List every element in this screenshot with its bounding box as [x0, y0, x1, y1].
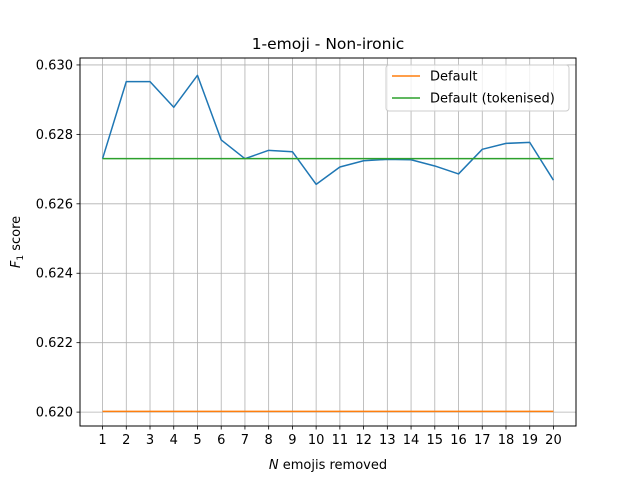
y-tick-label: 0.624	[36, 267, 73, 282]
x-tick-label: 20	[545, 433, 562, 448]
legend: Default Default (tokenised)	[385, 64, 570, 112]
series-layer	[101, 74, 555, 413]
x-tick-label: 13	[379, 433, 396, 448]
y-axis-label: F1 score	[9, 216, 26, 268]
x-tick-label: 9	[288, 433, 296, 448]
x-tick-label: 2	[122, 433, 130, 448]
x-tick-label: 8	[265, 433, 273, 448]
x-tick-label: 16	[450, 433, 467, 448]
y-tick-label: 0.630	[36, 58, 73, 73]
x-tick-label: 12	[355, 433, 372, 448]
y-axis-label-variable: F	[9, 260, 24, 268]
y-tick-label: 0.622	[36, 336, 73, 351]
x-tick-label: 7	[241, 433, 249, 448]
y-axis-label-subscript: 1	[16, 255, 26, 261]
y-tick-label: 0.626	[36, 197, 73, 212]
x-tick-label: 14	[403, 433, 420, 448]
x-tick-label: 1	[98, 433, 106, 448]
legend-label-default-tokenised: Default (tokenised)	[430, 92, 555, 107]
x-tick-label: 19	[521, 433, 538, 448]
x-tick-label: 11	[332, 433, 349, 448]
x-tick-label: 10	[308, 433, 325, 448]
chart-title: 1-emoji - Non-ironic	[252, 35, 405, 53]
plot-frame	[79, 57, 577, 427]
legend-box	[385, 64, 570, 112]
x-axis-label-text: emojis removed	[279, 458, 388, 473]
y-axis-label-text: score	[9, 216, 24, 255]
x-tick-label: 5	[193, 433, 201, 448]
x-tick-label: 6	[217, 433, 225, 448]
x-axis-label: N emojis removed	[269, 458, 387, 473]
x-axis-label-variable: N	[269, 458, 279, 473]
x-tick-label: 3	[146, 433, 154, 448]
x-tick-label: 17	[474, 433, 491, 448]
x-tick-label: 15	[427, 433, 444, 448]
x-tick-label: 18	[498, 433, 515, 448]
y-tick-label: 0.628	[36, 128, 73, 143]
x-tick-label: 4	[170, 433, 178, 448]
series-line-f1-score	[101, 74, 555, 186]
y-axis-ticks: 0.620 0.622 0.624 0.626 0.628 0.630	[36, 58, 80, 421]
x-axis-ticks: 1 2 3 4 5 6 7 8 9 10 11 12 13 14 15 16 17 18 19 20	[98, 426, 562, 448]
y-tick-label: 0.620	[36, 406, 73, 421]
legend-label-default: Default	[430, 70, 478, 85]
